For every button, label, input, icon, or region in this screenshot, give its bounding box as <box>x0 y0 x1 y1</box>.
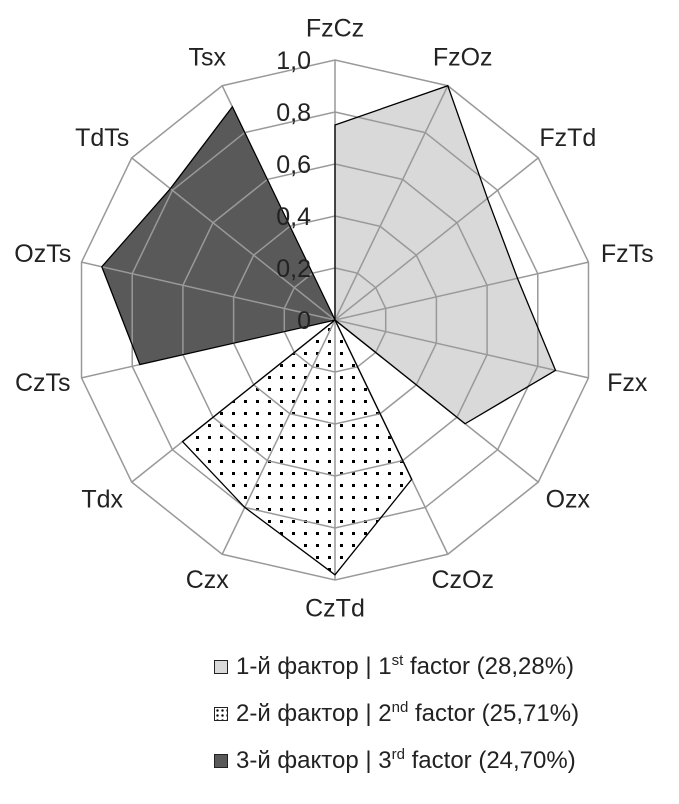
tick-label: 0,6 <box>276 151 311 179</box>
legend-swatch-1 <box>214 659 228 674</box>
legend: 1-й фактор | 1st factor (28,28%) 2-й фак… <box>214 643 579 784</box>
axis-label-Tdx: Tdx <box>81 485 123 513</box>
axis-label-CzTs: CzTs <box>15 369 71 397</box>
legend-item-3: 3-й фактор | 3rd factor (24,70%) <box>214 737 579 784</box>
series-outline-2 <box>181 318 413 576</box>
axis-label-CzTd: CzTd <box>305 595 365 623</box>
tick-label: 0,8 <box>276 99 311 127</box>
legend-label-3: 3-й фактор | 3rd factor (24,70%) <box>236 746 576 774</box>
tick-label: 0,4 <box>276 203 311 231</box>
axis-spoke-FzTd <box>334 157 539 321</box>
axis-spoke-FzOz <box>334 85 449 321</box>
axis-spoke-OzTs <box>81 261 336 321</box>
legend-item-2: 2-й фактор | 2nd factor (25,71%) <box>214 690 579 737</box>
series-area-3 <box>101 106 335 365</box>
axis-label-Tsx: Tsx <box>189 43 227 71</box>
legend-label-2: 2-й фактор | 2nd factor (25,71%) <box>236 699 580 727</box>
axis-spoke-FzTs <box>334 261 589 321</box>
radar-chart: FzCz FzOz FzTd FzTs Fzx Ozx CzOz CzTd Czx Tdx CzTs… <box>14 15 654 623</box>
axis-label-CzOz: CzOz <box>431 566 494 594</box>
axis-label-FzOz: FzOz <box>433 43 493 71</box>
axis-label-Fzx: Fzx <box>607 369 648 397</box>
axis-spoke-Fzx <box>334 319 589 379</box>
axis-label-Ozx: Ozx <box>546 485 591 513</box>
axis-label-TdTs: TdTs <box>75 124 129 152</box>
axis-label-OzTs: OzTs <box>14 240 71 268</box>
tick-label: 0 <box>297 307 311 335</box>
legend-label-1: 1-й фактор | 1st factor (28,28%) <box>236 652 575 680</box>
series-outline-1 <box>334 84 557 425</box>
tick-label: 1,0 <box>276 47 311 75</box>
axis-spoke-Czx <box>221 319 336 555</box>
series-area-2 <box>182 320 412 575</box>
series-outline-3 <box>101 105 336 366</box>
tick-label: 0,2 <box>276 255 311 283</box>
axis-label-FzCz: FzCz <box>306 15 364 43</box>
axis-label-FzTs: FzTs <box>601 240 654 268</box>
legend-swatch-3 <box>214 753 228 768</box>
legend-swatch-2 <box>214 706 228 721</box>
axis-spoke-TdTs <box>131 157 336 321</box>
series-area-1 <box>335 85 556 424</box>
axis-label-Czx: Czx <box>186 566 230 594</box>
axis-label-FzTd: FzTd <box>539 124 596 152</box>
legend-item-1: 1-й фактор | 1st factor (28,28%) <box>214 643 579 690</box>
